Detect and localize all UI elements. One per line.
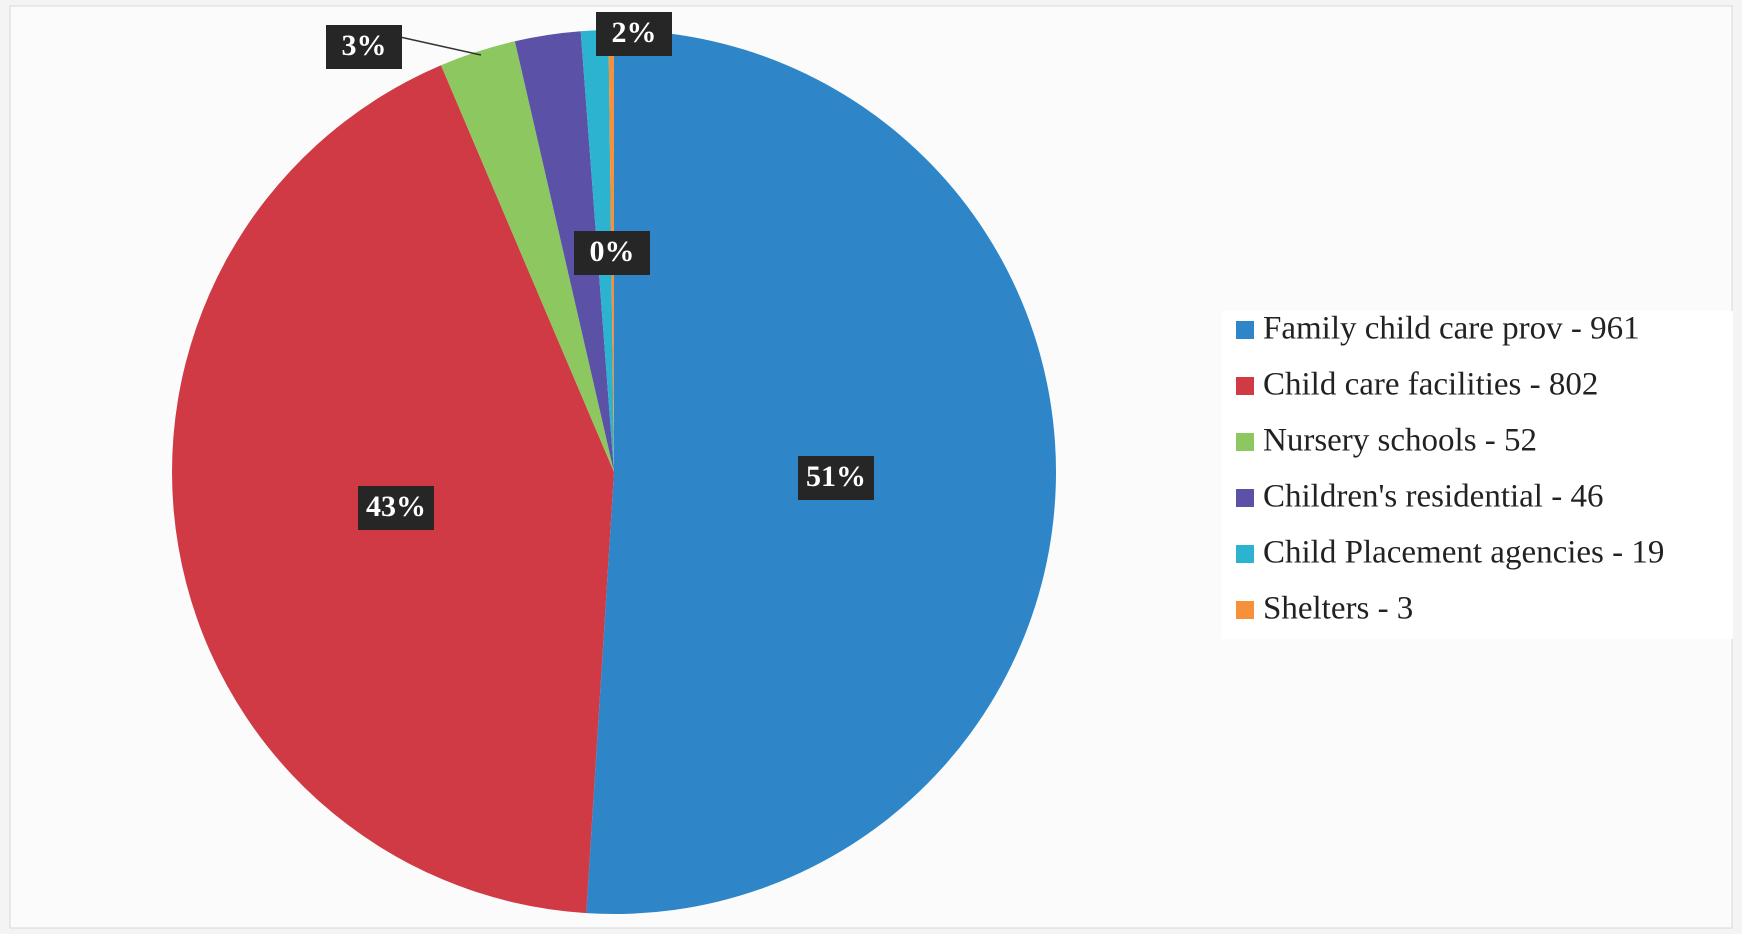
data-label: 3% xyxy=(342,29,387,62)
data-label: 2% xyxy=(612,16,657,49)
leader-line xyxy=(399,36,482,56)
pie-slice xyxy=(441,41,614,472)
legend-label: Nursery schools - 52 xyxy=(1263,423,1537,459)
legend-swatch xyxy=(1236,489,1254,507)
legend-swatch xyxy=(1236,377,1254,395)
legend-label: Child Placement agencies - 19 xyxy=(1263,535,1664,571)
data-label-box xyxy=(574,231,650,275)
data-label: 0% xyxy=(590,235,635,268)
data-label-box xyxy=(358,486,434,530)
legend-swatch xyxy=(1236,601,1254,619)
pie-slice xyxy=(514,31,614,472)
legend-label: Child care facilities - 802 xyxy=(1263,367,1598,403)
data-label-box xyxy=(798,456,874,500)
legend-swatch xyxy=(1236,433,1254,451)
legend-box xyxy=(1222,311,1733,639)
legend-label: Shelters - 3 xyxy=(1263,591,1413,627)
legend-swatch xyxy=(1236,545,1254,563)
legend-label: Family child care prov - 961 xyxy=(1263,311,1640,347)
data-label: 51% xyxy=(806,460,866,493)
legend-label: Children's residential - 46 xyxy=(1263,479,1603,515)
data-label-box xyxy=(326,25,402,69)
data-label: 43% xyxy=(366,490,426,523)
data-label-box xyxy=(596,12,672,56)
legend-swatch xyxy=(1236,321,1254,339)
